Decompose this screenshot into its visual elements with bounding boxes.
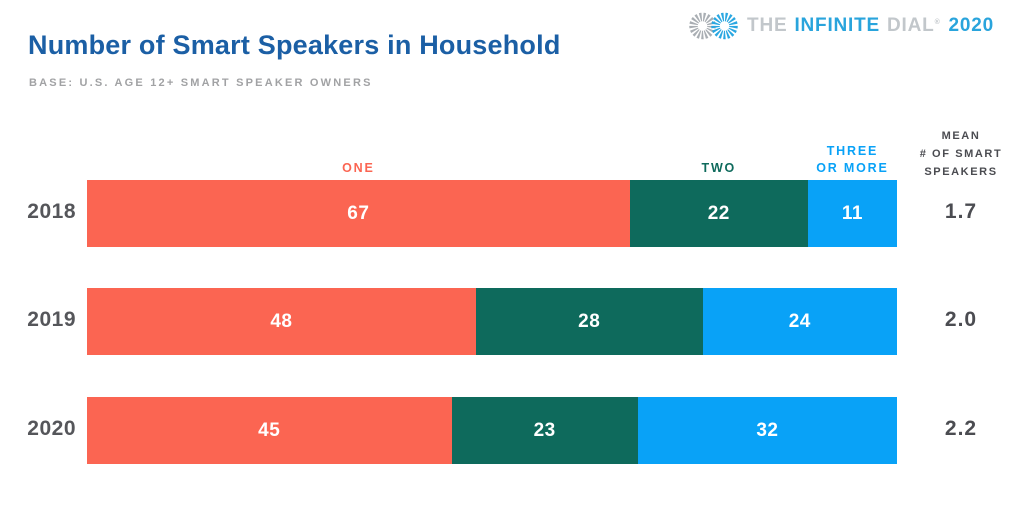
bar-segment-one: 48 [87,288,476,355]
mean-value: 2.2 [944,417,978,440]
segment-labels: ONE TWO THREE OR MORE [87,139,897,179]
chart-base-note: BASE: U.S. AGE 12+ SMART SPEAKER OWNERS [29,77,373,89]
bar-segment-three-or-more: 11 [807,180,897,247]
mean-header-line: # OF SMART [919,148,1003,160]
stacked-bar: 67 22 11 [87,180,897,247]
bar-value: 22 [707,202,730,224]
bar-segment-two: 23 [451,397,638,464]
bar-row: 2018 67 22 11 1.7 [0,180,1024,247]
year-label: 2018 [27,200,76,223]
segment-label-one: ONE [342,161,375,175]
bar-value: 11 [841,202,863,224]
logo-word-infinite: INFINITE [794,15,881,36]
logo-word-the: THE [747,15,788,36]
bar-value: 24 [788,310,811,332]
mean-value: 2.0 [944,308,978,331]
bar-segment-two: 22 [629,180,808,247]
bar-segment-one: 67 [87,180,630,247]
mean-value: 1.7 [944,200,978,223]
logo-word-dial: DIAL® [887,15,941,36]
bar-segment-two: 28 [475,288,703,355]
bar-row: 2019 48 28 24 2.0 [0,288,1024,355]
bar-value: 28 [578,310,601,332]
chart-title: Number of Smart Speakers in Household [28,30,561,60]
bar-value: 67 [347,202,370,224]
mean-header-line: SPEAKERS [924,166,998,178]
infinity-icon [689,12,738,40]
segment-label-two: TWO [701,161,737,175]
bar-value: 23 [533,419,556,441]
bar-value: 45 [258,419,281,441]
year-label: 2020 [27,417,76,440]
mean-column-header: MEAN # OF SMART SPEAKERS [900,127,1022,181]
segment-label-three-or-more: THREE OR MORE [816,144,889,175]
bar-value: 32 [756,419,779,441]
stacked-bar: 45 23 32 [87,397,897,464]
year-label: 2019 [27,308,76,331]
mean-header-line: MEAN [941,130,981,142]
logo-word-year: 2020 [948,15,994,36]
bar-segment-three-or-more: 24 [702,288,897,355]
registered-mark: ® [934,18,941,26]
stacked-bar: 48 28 24 [87,288,897,355]
bar-segment-one: 45 [87,397,452,464]
bar-segment-three-or-more: 32 [637,397,897,464]
infinite-dial-logo: THE INFINITE DIAL® 2020 [688,10,994,42]
bar-value: 48 [270,310,293,332]
bar-row: 2020 45 23 32 2.2 [0,397,1024,464]
